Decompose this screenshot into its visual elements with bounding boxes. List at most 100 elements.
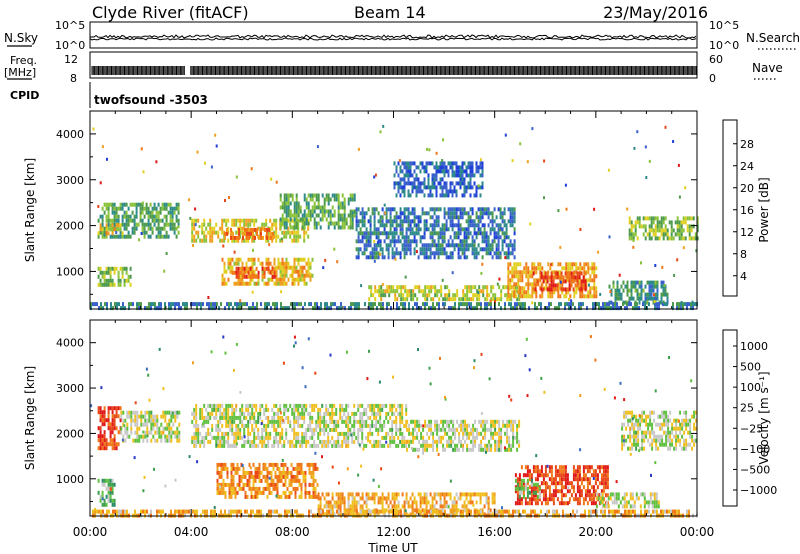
power-cell [630,280,633,285]
power-cell [662,236,665,241]
power-cell [150,306,152,311]
velocity-cell [261,431,264,436]
velocity-cell [176,434,179,439]
power-cell [415,193,418,198]
velocity-cell [164,426,167,431]
velocity-cell [117,430,120,435]
velocity-cell [339,403,342,408]
power-cell [525,274,528,279]
power-cell [266,231,268,236]
power-cell [444,297,447,302]
power-cell [168,302,170,307]
power-cell [692,224,695,229]
power-cell [528,306,530,311]
power-cell [490,289,493,294]
velocity-cell [271,423,274,428]
power-cell [279,221,282,226]
power-cell [323,213,326,218]
power-cell [289,273,292,278]
power-cell [307,261,310,266]
power-cell [473,181,476,186]
power-cell [147,234,150,239]
power-cell [252,302,254,307]
power-cell [267,238,270,243]
power-cell [690,224,693,229]
power-cell [367,235,370,240]
power-cell [579,282,582,287]
power-cell [449,255,452,260]
power-cell [145,206,148,211]
velocity-cell [140,418,143,423]
power-cell [218,306,220,311]
power-cell [634,288,637,293]
power-cell [457,223,460,228]
velocity-cell [442,423,445,428]
power-cell [285,217,288,222]
velocity-cell [101,442,104,447]
power-cell [546,287,549,292]
velocity-cell [101,446,104,451]
power-cell [382,306,384,311]
velocity-cell [251,407,254,412]
power-cell [419,235,422,240]
velocity-cell [387,431,390,436]
power-cell [341,221,344,226]
velocity-cell [365,407,368,412]
power-cell [291,213,294,218]
power-cell [435,151,438,155]
power-cell [393,255,396,260]
velocity-cell [357,439,360,444]
power-cell [361,251,364,256]
power-cell [113,282,116,287]
power-cell [435,251,438,256]
nave-tick-top: 60 [709,53,723,66]
power-cell [335,197,338,202]
power-cell [107,202,110,207]
power-cell [415,223,418,228]
velocity-cell [229,403,232,408]
power-cell [368,306,370,311]
velocity-cell [406,427,409,432]
velocity-cell [156,426,159,431]
power-cell [235,175,238,179]
velocity-cell [357,419,360,424]
power-cell [99,278,102,283]
velocity-cell [464,439,467,444]
power-cell [208,302,210,307]
power-cell [272,302,274,307]
power-cell [387,219,390,224]
velocity-cell [343,439,346,444]
velocity-cell [389,443,392,448]
power-cell [395,247,398,252]
power-cell [341,225,344,230]
power-cell [622,280,625,285]
velocity-cell [138,438,141,443]
power-cell [382,289,385,294]
velocity-cell [313,407,316,412]
power-cell [291,218,294,223]
power-cell [381,215,384,220]
power-cell [261,222,264,227]
velocity-cell [291,407,294,412]
power-cell [437,215,440,220]
power-cell [455,193,458,198]
power-cell [351,211,354,215]
power-cell [249,234,252,239]
velocity-cell [412,435,415,440]
power-cell [334,302,336,307]
velocity-cell [385,403,388,408]
power-cell [123,266,126,271]
velocity-cell [430,427,433,432]
power-cell [519,274,522,279]
power-cell [493,219,496,224]
power-cell [567,266,570,271]
power-cell [431,251,434,256]
power-cell [309,273,312,278]
velocity-cell [432,443,435,448]
power-cell [626,292,629,297]
power-cell [293,257,296,262]
power-cell [570,271,573,276]
velocity-cell [275,431,278,436]
velocity-cell [424,439,427,444]
power-cell [409,169,412,174]
